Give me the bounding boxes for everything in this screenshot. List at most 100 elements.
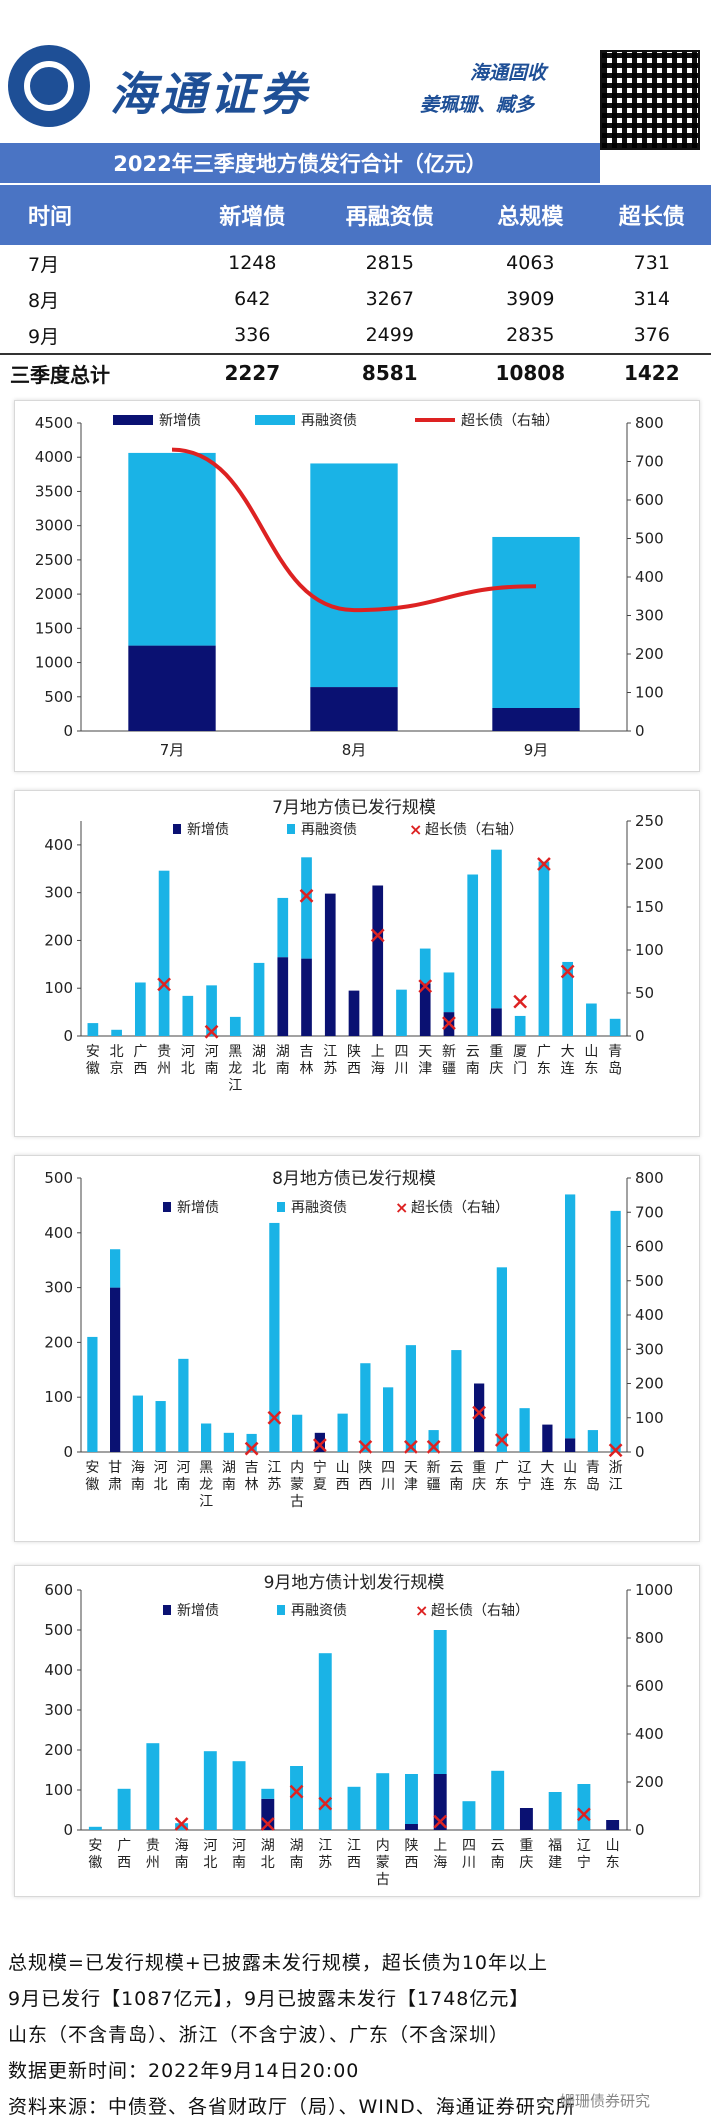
table-cell: 4063 bbox=[506, 252, 555, 274]
x-tick-label: 东 bbox=[563, 1477, 577, 1493]
marker-ultra-long bbox=[472, 1405, 487, 1420]
x-tick-label: 甘 bbox=[108, 1460, 122, 1476]
y-tick-label: 0 bbox=[63, 1027, 73, 1045]
bar-refinance bbox=[462, 1801, 476, 1830]
y2-tick-label: 800 bbox=[635, 1629, 664, 1647]
x-tick-label: 贵 bbox=[157, 1044, 171, 1060]
y-tick-label: 4000 bbox=[35, 448, 73, 466]
x-tick-label: 西 bbox=[347, 1061, 361, 1077]
legend-swatch-new-debt bbox=[173, 824, 181, 834]
bar-refinance bbox=[467, 874, 479, 1036]
table-cell: 8581 bbox=[311, 353, 469, 391]
x-tick-label: 岛 bbox=[586, 1477, 600, 1493]
y-tick-label: 3500 bbox=[35, 482, 73, 500]
x-tick-label: 东 bbox=[495, 1477, 509, 1493]
bar-new-debt bbox=[606, 1820, 620, 1830]
x-tick-label: 西 bbox=[117, 1855, 131, 1871]
x-tick-label: 湖 bbox=[276, 1044, 290, 1060]
x-tick-label: 州 bbox=[146, 1855, 160, 1871]
legend-swatch-new-debt bbox=[113, 415, 153, 425]
x-tick-label: 门 bbox=[513, 1061, 527, 1077]
y-tick-label: 0 bbox=[63, 722, 73, 740]
legend-swatch-refinance bbox=[277, 1202, 285, 1212]
x-tick-label: 夏 bbox=[313, 1477, 327, 1493]
y-tick-label: 0 bbox=[63, 1821, 73, 1839]
bar-refinance bbox=[428, 1430, 439, 1452]
x-tick-label: 京 bbox=[110, 1061, 124, 1077]
bar-new-debt bbox=[565, 1438, 576, 1452]
bar-new-debt bbox=[110, 1287, 121, 1452]
legend-swatch-new-debt bbox=[163, 1202, 171, 1212]
x-tick-label: 宁 bbox=[313, 1459, 327, 1476]
x-tick-label: 上 bbox=[371, 1044, 385, 1060]
y-tick-label: 4500 bbox=[35, 414, 73, 432]
table-cell: 3267 bbox=[365, 288, 414, 310]
legend-marker-ultra-long: × bbox=[415, 1601, 428, 1620]
x-tick-label: 陕 bbox=[404, 1838, 418, 1854]
x-tick-label: 东 bbox=[537, 1061, 551, 1077]
bar-new-debt bbox=[405, 1824, 418, 1830]
bar-refinance bbox=[419, 948, 431, 984]
bar-refinance bbox=[290, 1766, 303, 1830]
y2-tick-label: 600 bbox=[635, 491, 664, 509]
bar-refinance bbox=[577, 1784, 591, 1830]
x-tick-label: 西 bbox=[347, 1855, 361, 1871]
table-header: 超长债 bbox=[592, 185, 711, 245]
bar-refinance bbox=[492, 536, 580, 709]
y-tick-label: 3000 bbox=[35, 517, 73, 535]
x-tick-label: 南 bbox=[205, 1061, 219, 1077]
table-cell: 642 bbox=[234, 288, 271, 310]
bar-refinance bbox=[201, 1423, 212, 1452]
y-tick-label: 1500 bbox=[35, 619, 73, 637]
x-tick-label: 建 bbox=[548, 1855, 562, 1871]
x-tick-label: 江 bbox=[609, 1477, 623, 1493]
x-tick-label: 江 bbox=[267, 1460, 281, 1476]
bar-refinance bbox=[396, 989, 407, 1036]
bar-refinance bbox=[405, 1774, 418, 1824]
bar-refinance bbox=[451, 1350, 462, 1452]
table-row: 8月 642 3267 3909 314 bbox=[0, 281, 711, 317]
y2-tick-label: 200 bbox=[635, 1375, 664, 1393]
table-cell: 2227 bbox=[193, 353, 312, 391]
july-chart-panel: 7月地方债已发行规模 新增债 再融资债 × 超长债（右轴） 0 100 200 300 400 0 5… bbox=[14, 790, 700, 1137]
bar-new-debt bbox=[324, 893, 336, 1036]
table-header: 时间 bbox=[0, 185, 194, 245]
bar-refinance bbox=[610, 1210, 621, 1452]
bar-new-debt bbox=[128, 645, 216, 731]
legend-label-ultra-long: 超长债（右轴） bbox=[411, 1200, 509, 1216]
x-tick-label: 广 bbox=[133, 1044, 147, 1060]
x-tick-label: 青 bbox=[586, 1460, 600, 1476]
authors: 姜珮珊、臧多 bbox=[420, 94, 535, 116]
x-tick-label: 贵 bbox=[146, 1838, 160, 1854]
table-cell: 336 bbox=[234, 324, 271, 346]
x-tick-label: 天 bbox=[404, 1460, 418, 1476]
y-tick-label: 400 bbox=[44, 1224, 73, 1242]
x-tick-label: 南 bbox=[131, 1477, 145, 1493]
x-tick-label: 安 bbox=[88, 1838, 102, 1854]
bar-refinance bbox=[155, 1401, 166, 1452]
x-tick-label: 黑 bbox=[228, 1044, 242, 1060]
y-tick-label: 1000 bbox=[35, 654, 73, 672]
bar-new-debt bbox=[474, 1383, 485, 1452]
bar-refinance bbox=[128, 452, 216, 646]
bar-refinance bbox=[548, 1792, 562, 1830]
x-tick-label: 南 bbox=[175, 1855, 189, 1871]
note-line: 数据更新时间：2022年9月14日20:00 bbox=[8, 2060, 360, 2082]
x-tick-label: 广 bbox=[117, 1838, 131, 1854]
x-tick-label: 州 bbox=[157, 1061, 171, 1077]
y2-tick-label: 500 bbox=[635, 530, 664, 548]
y2-tick-label: 800 bbox=[635, 414, 664, 432]
table-cell: 2499 bbox=[365, 324, 414, 346]
marker-ultra-long bbox=[260, 1817, 275, 1831]
x-tick-label: 庆 bbox=[489, 1061, 503, 1077]
legend-label-new-debt: 新增债 bbox=[177, 1200, 219, 1216]
marker-ultra-long bbox=[560, 964, 575, 979]
x-tick-label: 辽 bbox=[518, 1460, 532, 1476]
bar-refinance bbox=[111, 1029, 122, 1036]
x-tick-label: 上 bbox=[433, 1838, 447, 1854]
bar-refinance bbox=[562, 961, 573, 1036]
legend-swatch-refinance bbox=[287, 824, 295, 834]
x-tick-label: 津 bbox=[404, 1477, 418, 1493]
bar-new-debt bbox=[419, 983, 431, 1036]
bar-refinance bbox=[376, 1773, 390, 1830]
